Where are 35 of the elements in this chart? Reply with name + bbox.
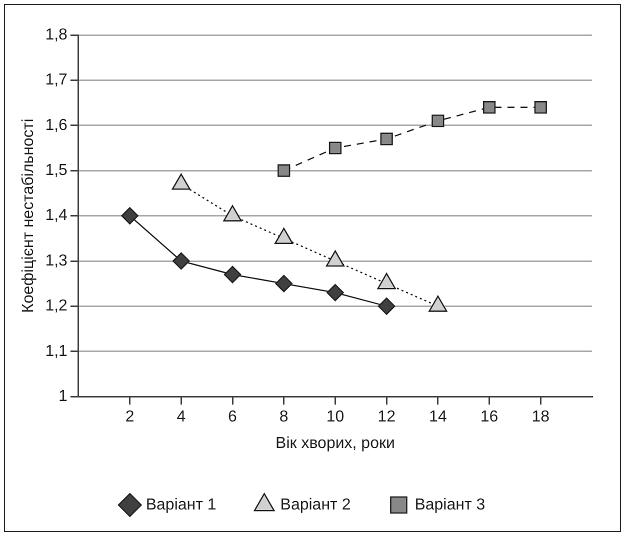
point: [326, 284, 344, 302]
legend-label: Варіант 2: [280, 496, 351, 514]
point: [328, 142, 342, 154]
x-tick-label: 16: [480, 408, 498, 426]
point: [278, 164, 290, 177]
y-tick-label: 1,7: [45, 72, 68, 89]
y-tick-label: 1,1: [45, 342, 68, 360]
point: [121, 207, 138, 224]
y-tick-label: 1,6: [45, 116, 68, 134]
y-tick-label: 1,4: [45, 207, 68, 224]
y-tick-label: 1,2: [45, 298, 68, 315]
x-axis-title: Вік хворих, роки: [276, 434, 395, 452]
y-axis-title: Коефіцієнт нестабільності: [20, 118, 38, 313]
point: [482, 101, 496, 114]
point: [380, 132, 393, 146]
point: [534, 101, 547, 114]
point: [172, 252, 190, 270]
x-tick-label: 18: [532, 408, 550, 426]
x-tick-label: 12: [378, 408, 396, 426]
y-tick-label: 1,8: [45, 26, 68, 44]
y-tick-label: 1: [58, 388, 68, 406]
legend-label: Варіант 1: [146, 496, 216, 514]
x-tick-label: 2: [125, 408, 134, 426]
y-tick-label: 1,5: [45, 162, 68, 180]
point: [275, 274, 293, 292]
x-tick-label: 8: [279, 408, 288, 426]
point: [378, 298, 396, 315]
legend-label: Варіант 3: [414, 496, 486, 514]
x-tick-label: 14: [429, 408, 447, 426]
x-tick-label: 4: [176, 408, 186, 426]
y-tick-label: 1,3: [45, 252, 68, 270]
x-tick-label: 6: [228, 408, 238, 426]
point: [224, 266, 242, 284]
point: [432, 114, 444, 128]
x-tick-label: 10: [326, 408, 344, 426]
